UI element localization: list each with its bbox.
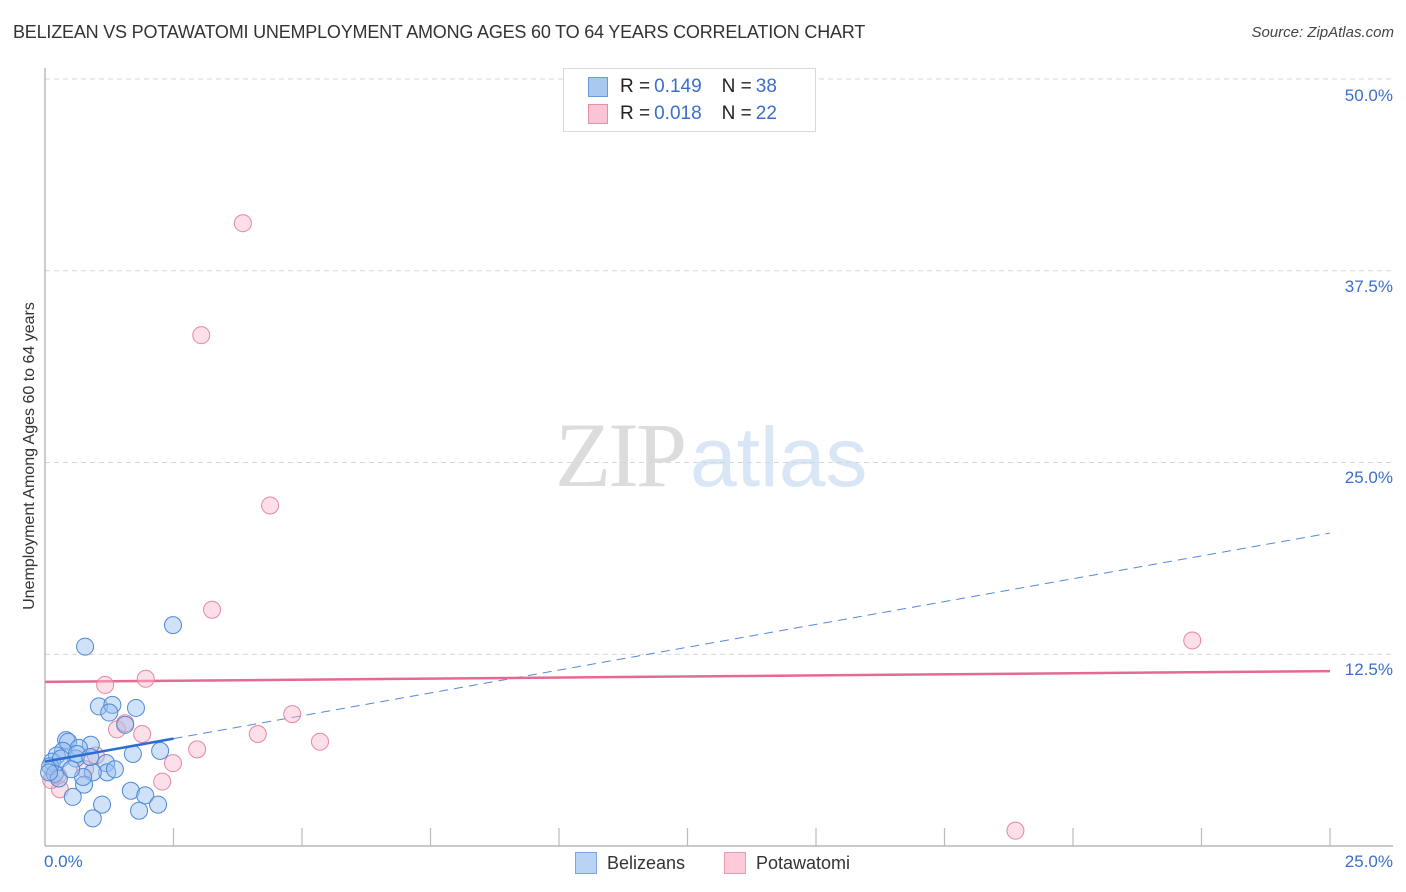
watermark-atlas: atlas (690, 410, 868, 504)
y-tick-37-5: 37.5% (1344, 277, 1393, 296)
n-label: N = (721, 76, 752, 97)
potawatomi-point (1183, 631, 1202, 650)
n-value: 38 (755, 76, 777, 97)
belizeans-point (81, 748, 100, 767)
potawatomi-point (96, 675, 115, 694)
potawatomi-point (233, 214, 252, 233)
belizeans-point (151, 741, 170, 760)
belizeans-point (76, 637, 95, 656)
belizeans-point (62, 760, 81, 779)
belizeans-trend-line (44, 737, 174, 763)
potawatomi-point (163, 754, 182, 773)
belizeans-point (100, 703, 119, 722)
legend-label: Potawatomi (756, 852, 851, 873)
belizeans-trend-extension (173, 532, 1331, 740)
belizeans-swatch (588, 77, 608, 97)
belizeans-point (105, 760, 124, 779)
legend-row-belizeans: R = 0.149 N = 38 (588, 75, 777, 99)
belizeans-point (136, 786, 155, 805)
x-tick-25: 25.0% (1344, 852, 1393, 871)
potawatomi-point (203, 600, 222, 619)
belizeans-swatch (575, 852, 597, 874)
watermark-zip: ZIP (555, 404, 687, 506)
belizeans-point (40, 763, 59, 782)
legend-row-potawatomi: R = 0.018 N = 22 (588, 102, 777, 126)
y-tick-12-5: 12.5% (1344, 660, 1393, 679)
belizeans-point (130, 801, 149, 820)
y-tick-25: 25.0% (1344, 468, 1393, 487)
y-tick-50: 50.0% (1344, 86, 1393, 105)
potawatomi-swatch (724, 852, 746, 874)
n-value: 22 (755, 103, 777, 124)
belizeans-point (116, 715, 135, 734)
belizeans-point (149, 795, 168, 814)
r-label: R = (620, 76, 651, 97)
potawatomi-trend-line (44, 669, 1331, 684)
belizeans-point (89, 697, 108, 716)
source-label: Source: ZipAtlas.com (1251, 24, 1394, 41)
belizeans-point (83, 809, 102, 828)
potawatomi-point (133, 725, 152, 744)
potawatomi-point (188, 740, 207, 759)
potawatomi-point (283, 705, 302, 724)
potawatomi-point (248, 725, 267, 744)
correlation-legend: R = 0.149 N = 38 R = 0.018 N = 22 (563, 68, 816, 132)
watermark: ZIPatlas (555, 405, 867, 507)
belizeans-point (63, 787, 82, 806)
potawatomi-point (310, 732, 329, 751)
r-label: R = (620, 103, 651, 124)
legend-item-belizeans[interactable]: Belizeans (575, 852, 685, 874)
legend-label: Belizeans (607, 852, 686, 873)
belizeans-point (126, 698, 145, 717)
n-label: N = (721, 103, 752, 124)
potawatomi-point (1006, 821, 1025, 840)
potawatomi-point (136, 669, 155, 688)
belizeans-point (83, 763, 102, 782)
potawatomi-point (261, 496, 280, 515)
legend-item-potawatomi[interactable]: Potawatomi (724, 852, 850, 874)
r-value: 0.018 (654, 103, 702, 124)
belizeans-point (93, 795, 112, 814)
r-value: 0.149 (654, 76, 702, 97)
belizeans-point (59, 732, 78, 751)
belizeans-point (49, 769, 68, 788)
belizeans-point (163, 616, 182, 635)
potawatomi-swatch (588, 104, 608, 124)
belizeans-point (97, 754, 116, 773)
potawatomi-point (192, 326, 211, 345)
series-legend: Belizeans Potawatomi (0, 852, 1406, 878)
y-axis-label: Unemployment Among Ages 60 to 64 years (21, 302, 38, 610)
belizeans-point (121, 781, 140, 800)
x-tick-0: 0.0% (44, 852, 83, 871)
belizeans-point (75, 775, 94, 794)
chart-title: BELIZEAN VS POTAWATOMI UNEMPLOYMENT AMON… (13, 22, 866, 42)
potawatomi-point (153, 772, 172, 791)
